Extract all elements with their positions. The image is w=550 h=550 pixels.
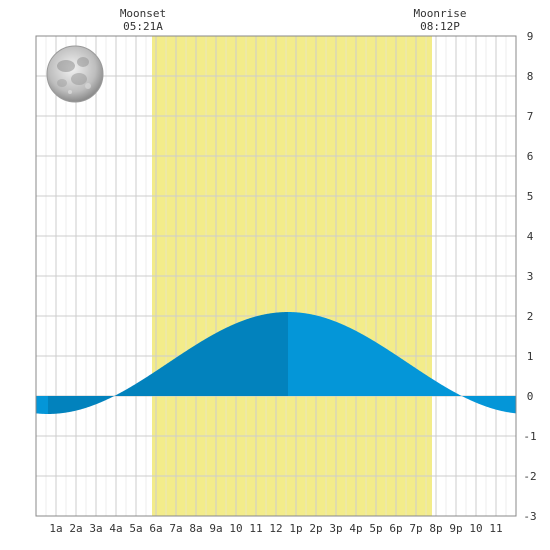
moon-event-title: Moonrise xyxy=(414,7,467,20)
y-tick-label: 1 xyxy=(527,350,534,363)
grid xyxy=(36,35,516,517)
plot-frame xyxy=(35,35,517,517)
x-tick-label: 2p xyxy=(309,522,322,535)
x-tick-label: 1p xyxy=(289,522,302,535)
moon-event-title: Moonset xyxy=(120,7,166,20)
y-tick-label: -3 xyxy=(523,510,536,523)
y-tick-label: 0 xyxy=(527,390,534,403)
y-axis: -3 -2 -1 0 1 2 3 4 5 6 7 8 9 xyxy=(523,30,536,523)
x-tick-label: 1a xyxy=(49,522,62,535)
x-tick-label: 7a xyxy=(169,522,182,535)
x-tick-label: 5p xyxy=(369,522,382,535)
x-tick-label: 12 xyxy=(269,522,282,535)
y-tick-label: 2 xyxy=(527,310,534,323)
tide-falling xyxy=(288,312,516,414)
x-tick-label: 10 xyxy=(469,522,482,535)
y-tick-label: -1 xyxy=(523,430,536,443)
x-tick-label: 3p xyxy=(329,522,342,535)
x-tick-label: 8p xyxy=(429,522,442,535)
x-tick-label: 9a xyxy=(209,522,222,535)
y-tick-label: 4 xyxy=(527,230,534,243)
tide-rising xyxy=(48,312,288,414)
y-tick-label: -2 xyxy=(523,470,536,483)
tide-area xyxy=(36,312,516,414)
y-tick-label: 9 xyxy=(527,30,534,43)
tide-falling-early xyxy=(36,396,48,414)
y-tick-label: 3 xyxy=(527,270,534,283)
x-tick-label: 4a xyxy=(109,522,122,535)
x-tick-label: 11 xyxy=(489,522,502,535)
x-tick-label: 11 xyxy=(249,522,262,535)
x-tick-label: 6p xyxy=(389,522,402,535)
x-tick-label: 8a xyxy=(189,522,202,535)
full-moon-icon xyxy=(46,45,104,103)
x-tick-label: 5a xyxy=(129,522,142,535)
x-tick-label: 3a xyxy=(89,522,102,535)
x-tick-label: 6a xyxy=(149,522,162,535)
x-tick-label: 4p xyxy=(349,522,362,535)
moon-event-time: 05:21A xyxy=(123,20,163,33)
y-tick-label: 7 xyxy=(527,110,534,123)
y-tick-label: 6 xyxy=(527,150,534,163)
x-axis: 1a 2a 3a 4a 5a 6a 7a 8a 9a 10 11 12 1p 2p 3p 4p 5p 6p 7p 8p… xyxy=(49,522,502,535)
moon-event-time: 08:12P xyxy=(420,20,460,33)
x-tick-label: 10 xyxy=(229,522,242,535)
y-tick-label: 8 xyxy=(527,70,534,83)
y-tick-label: 5 xyxy=(527,190,534,203)
x-tick-label: 2a xyxy=(69,522,82,535)
x-tick-label: 7p xyxy=(409,522,422,535)
x-tick-label: 9p xyxy=(449,522,462,535)
